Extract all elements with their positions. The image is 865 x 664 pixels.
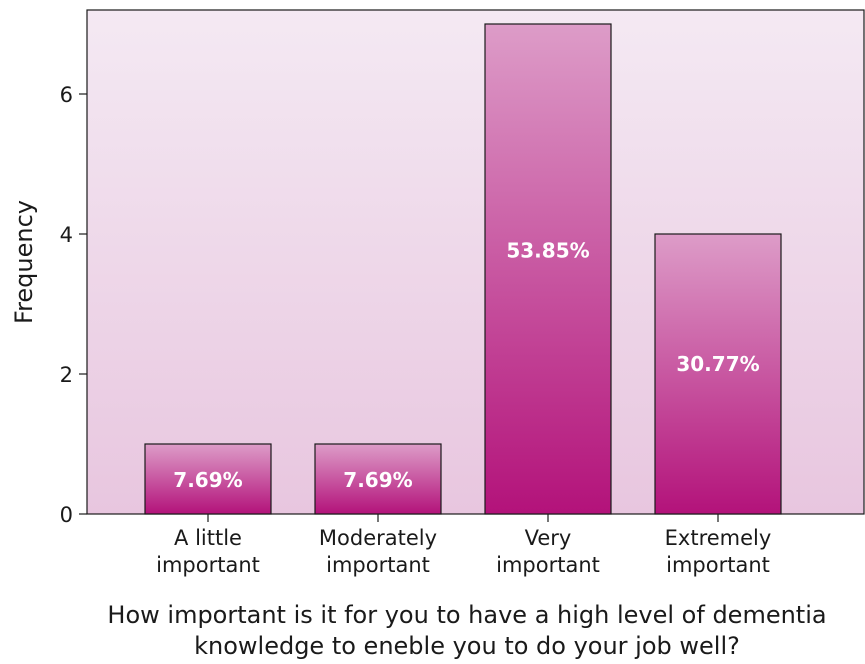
x-category-label-3-line-0: Extremely — [665, 526, 772, 550]
x-category-label-1-line-0: Moderately — [319, 526, 437, 550]
x-category-label-2-line-1: important — [496, 553, 600, 577]
x-axis-title-line-2: knowledge to eneble you to do your job w… — [194, 632, 740, 660]
x-axis-title-line-1: How important is it for you to have a hi… — [107, 601, 826, 629]
y-axis-title: Frequency — [10, 200, 38, 324]
bar-data-label-1: 7.69% — [343, 468, 412, 492]
x-category-label-0-line-0: A little — [174, 526, 242, 550]
bar-2 — [485, 24, 611, 514]
x-category-label-3-line-1: important — [666, 553, 770, 577]
y-tick-label-2: 4 — [60, 223, 73, 247]
bar-data-label-0: 7.69% — [173, 468, 242, 492]
x-category-label-2-line-0: Very — [525, 526, 572, 550]
bar-data-label-2: 53.85% — [506, 238, 589, 262]
y-tick-label-3: 6 — [60, 83, 73, 107]
y-axis: 0 2 4 6 — [60, 83, 87, 527]
y-tick-label-0: 0 — [60, 503, 73, 527]
y-tick-label-1: 2 — [60, 363, 73, 387]
bar-data-label-3: 30.77% — [676, 352, 759, 376]
x-category-label-1-line-1: important — [326, 553, 430, 577]
x-axis: A little important Moderately important Very… — [156, 514, 771, 577]
x-category-label-0-line-1: important — [156, 553, 260, 577]
